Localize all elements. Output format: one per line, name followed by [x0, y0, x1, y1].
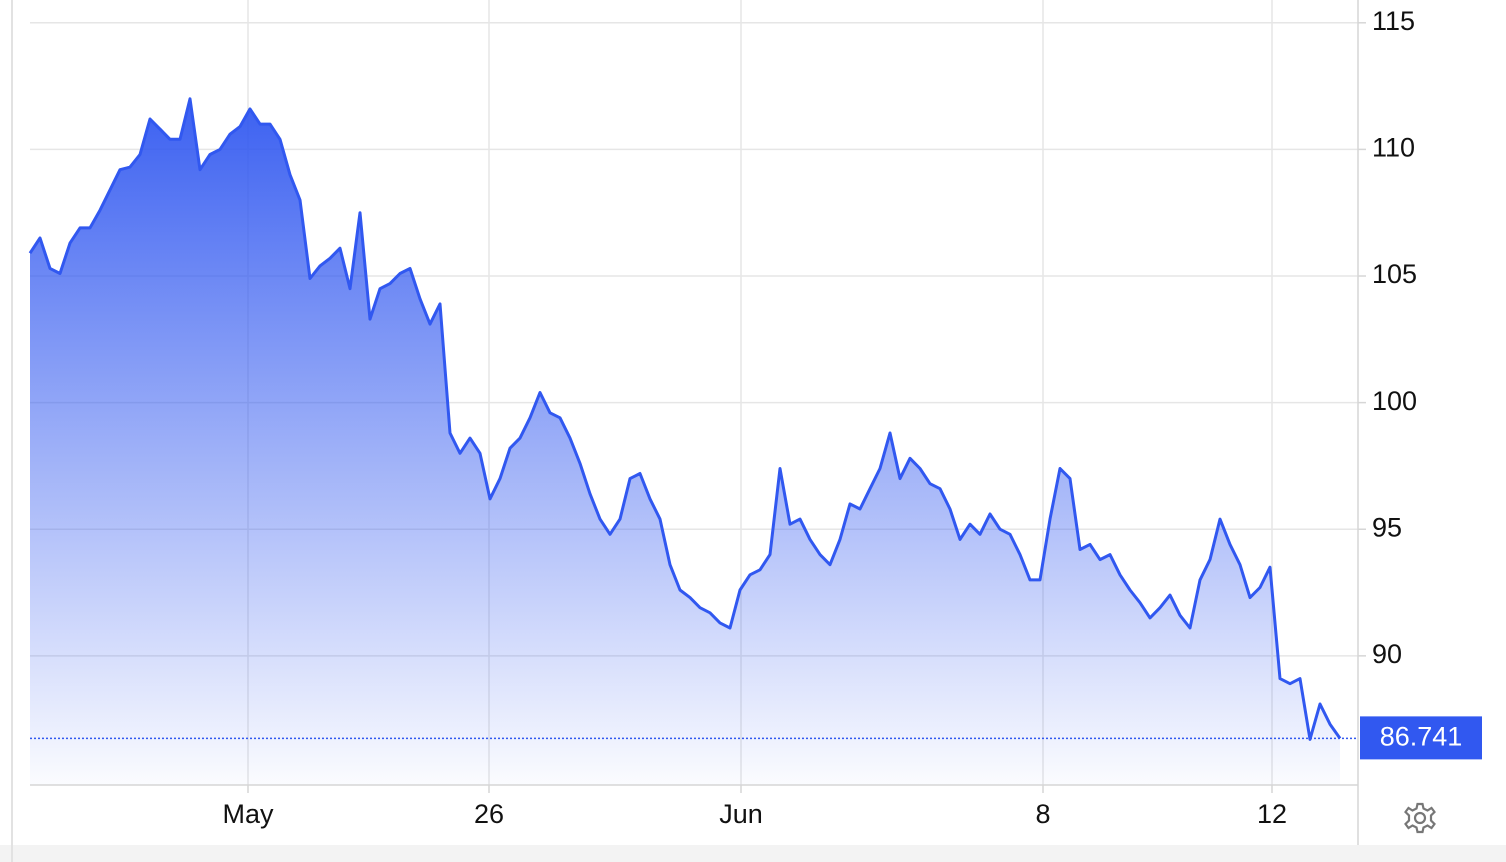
last-value-box	[1360, 716, 1482, 760]
settings-icon[interactable]	[1404, 802, 1436, 834]
labels: 90 95 100 105 110 115 May 26 Jun 8 12 86.741	[222, 6, 1482, 829]
y-tick-label: 90	[1372, 639, 1402, 669]
y-tick-label: 110	[1372, 133, 1415, 163]
y-tick-label: 100	[1372, 386, 1417, 416]
x-tick-label: Jun	[719, 799, 763, 829]
x-tick-label: May	[222, 799, 274, 829]
footer-strip	[0, 845, 1506, 862]
area-fill	[30, 98, 1340, 786]
x-tick-label: 8	[1035, 799, 1050, 829]
y-tick-label: 95	[1372, 512, 1402, 542]
x-tick-label: 12	[1257, 799, 1287, 829]
y-tick-label: 115	[1372, 6, 1415, 36]
y-tick-label: 105	[1372, 259, 1417, 289]
plot	[28, 97, 1358, 786]
last-value-label: 86.741	[1380, 722, 1463, 752]
price-line	[28, 97, 1342, 741]
x-tick-label: 26	[474, 799, 504, 829]
